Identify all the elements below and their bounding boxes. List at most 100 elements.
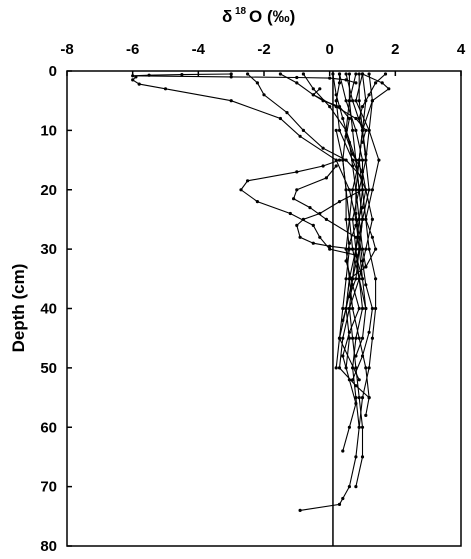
data-point — [357, 235, 361, 239]
data-point — [374, 247, 378, 251]
data-point — [341, 306, 345, 311]
series-22 — [311, 87, 368, 453]
series-10 — [334, 72, 358, 370]
data-point — [351, 366, 355, 370]
data-point — [360, 354, 365, 358]
data-point — [354, 336, 358, 340]
data-point — [337, 72, 342, 76]
data-point — [246, 72, 250, 76]
data-point — [334, 99, 338, 103]
data-point — [344, 306, 348, 311]
data-point — [337, 128, 342, 132]
data-point — [354, 223, 358, 227]
data-point — [357, 277, 361, 281]
x-tick-label: 0 — [325, 41, 333, 58]
data-point — [298, 508, 302, 512]
data-point — [360, 158, 365, 162]
data-point — [354, 211, 358, 216]
data-point — [351, 378, 355, 382]
data-point — [351, 306, 355, 311]
data-point — [370, 217, 374, 221]
data-point — [364, 247, 368, 251]
data-point — [321, 146, 325, 150]
data-point — [298, 134, 302, 138]
data-point — [351, 188, 355, 192]
data-point — [337, 366, 342, 370]
data-point — [354, 354, 358, 358]
data-point — [380, 81, 384, 85]
chart-title: δ 18 O (‰) — [222, 6, 295, 26]
data-point — [321, 164, 325, 168]
series-19 — [278, 72, 368, 144]
data-point — [301, 128, 305, 132]
data-point — [324, 217, 328, 221]
data-point — [347, 378, 351, 382]
data-point — [364, 128, 368, 132]
data-point — [370, 336, 374, 340]
data-point — [311, 93, 315, 97]
series-18 — [331, 72, 374, 382]
data-point — [354, 396, 358, 400]
data-point — [308, 206, 312, 210]
data-point — [360, 188, 365, 192]
series-16 — [347, 72, 374, 299]
data-point — [311, 223, 315, 227]
data-point — [347, 306, 351, 311]
data-point — [255, 81, 259, 85]
data-point — [229, 75, 233, 79]
series-3 — [239, 158, 365, 281]
data-point — [364, 217, 368, 221]
data-point — [357, 378, 361, 382]
series-line — [332, 73, 373, 381]
data-point — [360, 72, 365, 76]
data-point — [344, 188, 348, 192]
data-point — [328, 76, 332, 80]
x-axis: -8 -6 -4 -2 0 2 4 — [60, 41, 466, 76]
data-point — [360, 396, 365, 400]
data-point — [357, 306, 361, 311]
data-point — [298, 235, 302, 239]
data-point — [246, 179, 250, 183]
data-point — [295, 75, 299, 80]
data-point — [341, 449, 345, 453]
data-point — [341, 354, 345, 358]
data-point — [357, 188, 361, 192]
data-point — [337, 336, 342, 340]
data-point — [331, 72, 335, 76]
data-point — [360, 247, 365, 251]
data-point — [364, 158, 368, 162]
data-point — [318, 211, 322, 216]
y-tick-label: 80 — [40, 538, 57, 555]
y-tick-label: 10 — [40, 122, 57, 139]
data-point — [357, 247, 361, 251]
data-point — [351, 99, 355, 103]
data-point — [344, 99, 348, 103]
data-point — [285, 111, 289, 115]
data-point — [337, 158, 342, 162]
data-point — [347, 217, 351, 221]
x-tick-label: -6 — [126, 41, 139, 58]
x-tick-label: -4 — [192, 41, 206, 58]
data-point — [367, 128, 371, 132]
data-point — [295, 170, 299, 174]
data-point — [351, 217, 355, 221]
data-point — [357, 396, 361, 400]
data-point — [278, 72, 282, 76]
series-line — [131, 76, 367, 309]
data-point — [367, 396, 371, 400]
data-point — [354, 99, 358, 103]
data-point — [347, 116, 351, 121]
data-point — [301, 217, 305, 221]
x-tick-label: -8 — [60, 41, 73, 58]
data-point — [334, 366, 338, 370]
data-point — [357, 99, 361, 103]
data-point — [347, 99, 351, 103]
data-point — [354, 401, 358, 406]
data-point — [347, 72, 351, 76]
data-point — [364, 283, 368, 287]
data-point — [374, 277, 378, 281]
plot-area-frame — [66, 70, 462, 547]
data-point — [337, 105, 342, 109]
data-point — [360, 217, 365, 221]
